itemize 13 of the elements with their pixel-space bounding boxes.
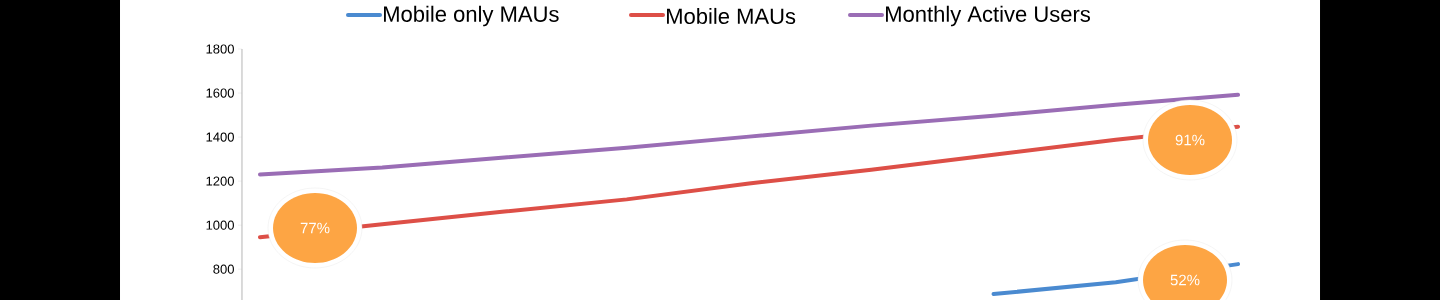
annotation: 77% [300, 222, 330, 234]
legend-label: Monthly Active Users [886, 5, 1090, 27]
y-tick-label: 1000 [206, 220, 234, 230]
y-tick-label: 1200 [206, 176, 234, 186]
legend-label: Mobile only MAUs [384, 5, 559, 27]
annotation: 52% [1170, 274, 1200, 286]
legend-label: Mobile MAUs [667, 7, 796, 25]
annotation: 91% [1175, 134, 1205, 146]
y-tick-label: 1600 [206, 88, 234, 98]
y-tick-label: 1400 [206, 132, 234, 142]
y-tick-label: 1800 [206, 44, 234, 54]
y-tick-label: 800 [213, 264, 234, 274]
line-series [258, 92, 1241, 177]
